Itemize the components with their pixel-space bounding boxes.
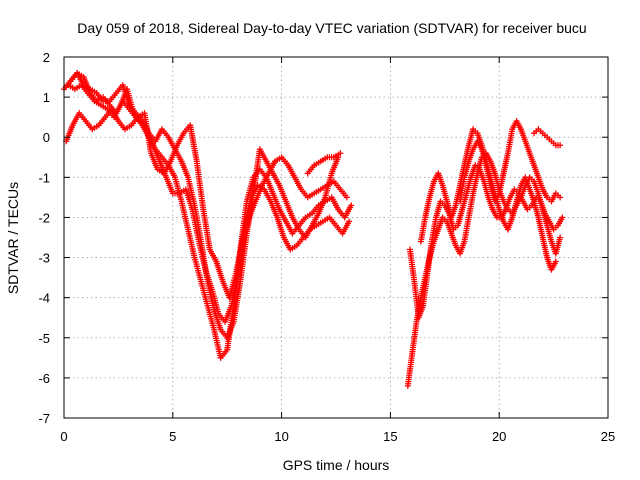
x-axis-label: GPS time / hours xyxy=(283,457,390,473)
data-point xyxy=(557,194,564,201)
data-point xyxy=(557,234,564,241)
series-4 xyxy=(67,70,342,341)
y-tick-label: -4 xyxy=(38,291,50,306)
y-tick-label: 0 xyxy=(43,130,50,145)
axis-ticks xyxy=(63,56,609,419)
x-tick-labels: 0 5 10 15 20 25 xyxy=(60,429,615,444)
x-tick-label: 0 xyxy=(60,429,67,444)
plot-frame xyxy=(63,56,609,419)
data-points xyxy=(61,70,566,389)
y-tick-label: -7 xyxy=(38,411,50,426)
data-point xyxy=(337,150,344,157)
grid-lines xyxy=(64,57,608,418)
series-8 xyxy=(457,118,564,205)
series-10 xyxy=(304,150,344,177)
x-tick-label: 10 xyxy=(274,429,288,444)
x-tick-label: 5 xyxy=(169,429,176,444)
data-point xyxy=(557,142,564,149)
data-point xyxy=(348,202,355,209)
y-tick-label: 1 xyxy=(43,90,50,105)
chart-title: Day 059 of 2018, Sidereal Day-to-day VTE… xyxy=(77,20,586,36)
data-point xyxy=(559,214,566,221)
y-tick-label: -2 xyxy=(38,210,50,225)
data-point xyxy=(343,194,350,201)
y-tick-label: -6 xyxy=(38,371,50,386)
x-tick-label: 25 xyxy=(601,429,615,444)
x-tick-label: 15 xyxy=(383,429,397,444)
y-tick-label: -3 xyxy=(38,251,50,266)
data-point xyxy=(346,218,353,225)
y-tick-label: -1 xyxy=(38,170,50,185)
data-point xyxy=(552,258,559,265)
series-6 xyxy=(406,162,566,321)
series-9 xyxy=(531,126,564,149)
series-3 xyxy=(63,106,350,301)
y-axis-label: SDTVAR / TECUs xyxy=(5,182,21,294)
y-tick-labels: -7 -6 -5 -4 -3 -2 -1 0 1 2 xyxy=(38,50,50,426)
y-tick-label: 2 xyxy=(43,50,50,65)
series-7 xyxy=(417,126,559,273)
x-tick-label: 20 xyxy=(492,429,506,444)
y-tick-label: -5 xyxy=(38,331,50,346)
series-1 xyxy=(61,70,355,361)
